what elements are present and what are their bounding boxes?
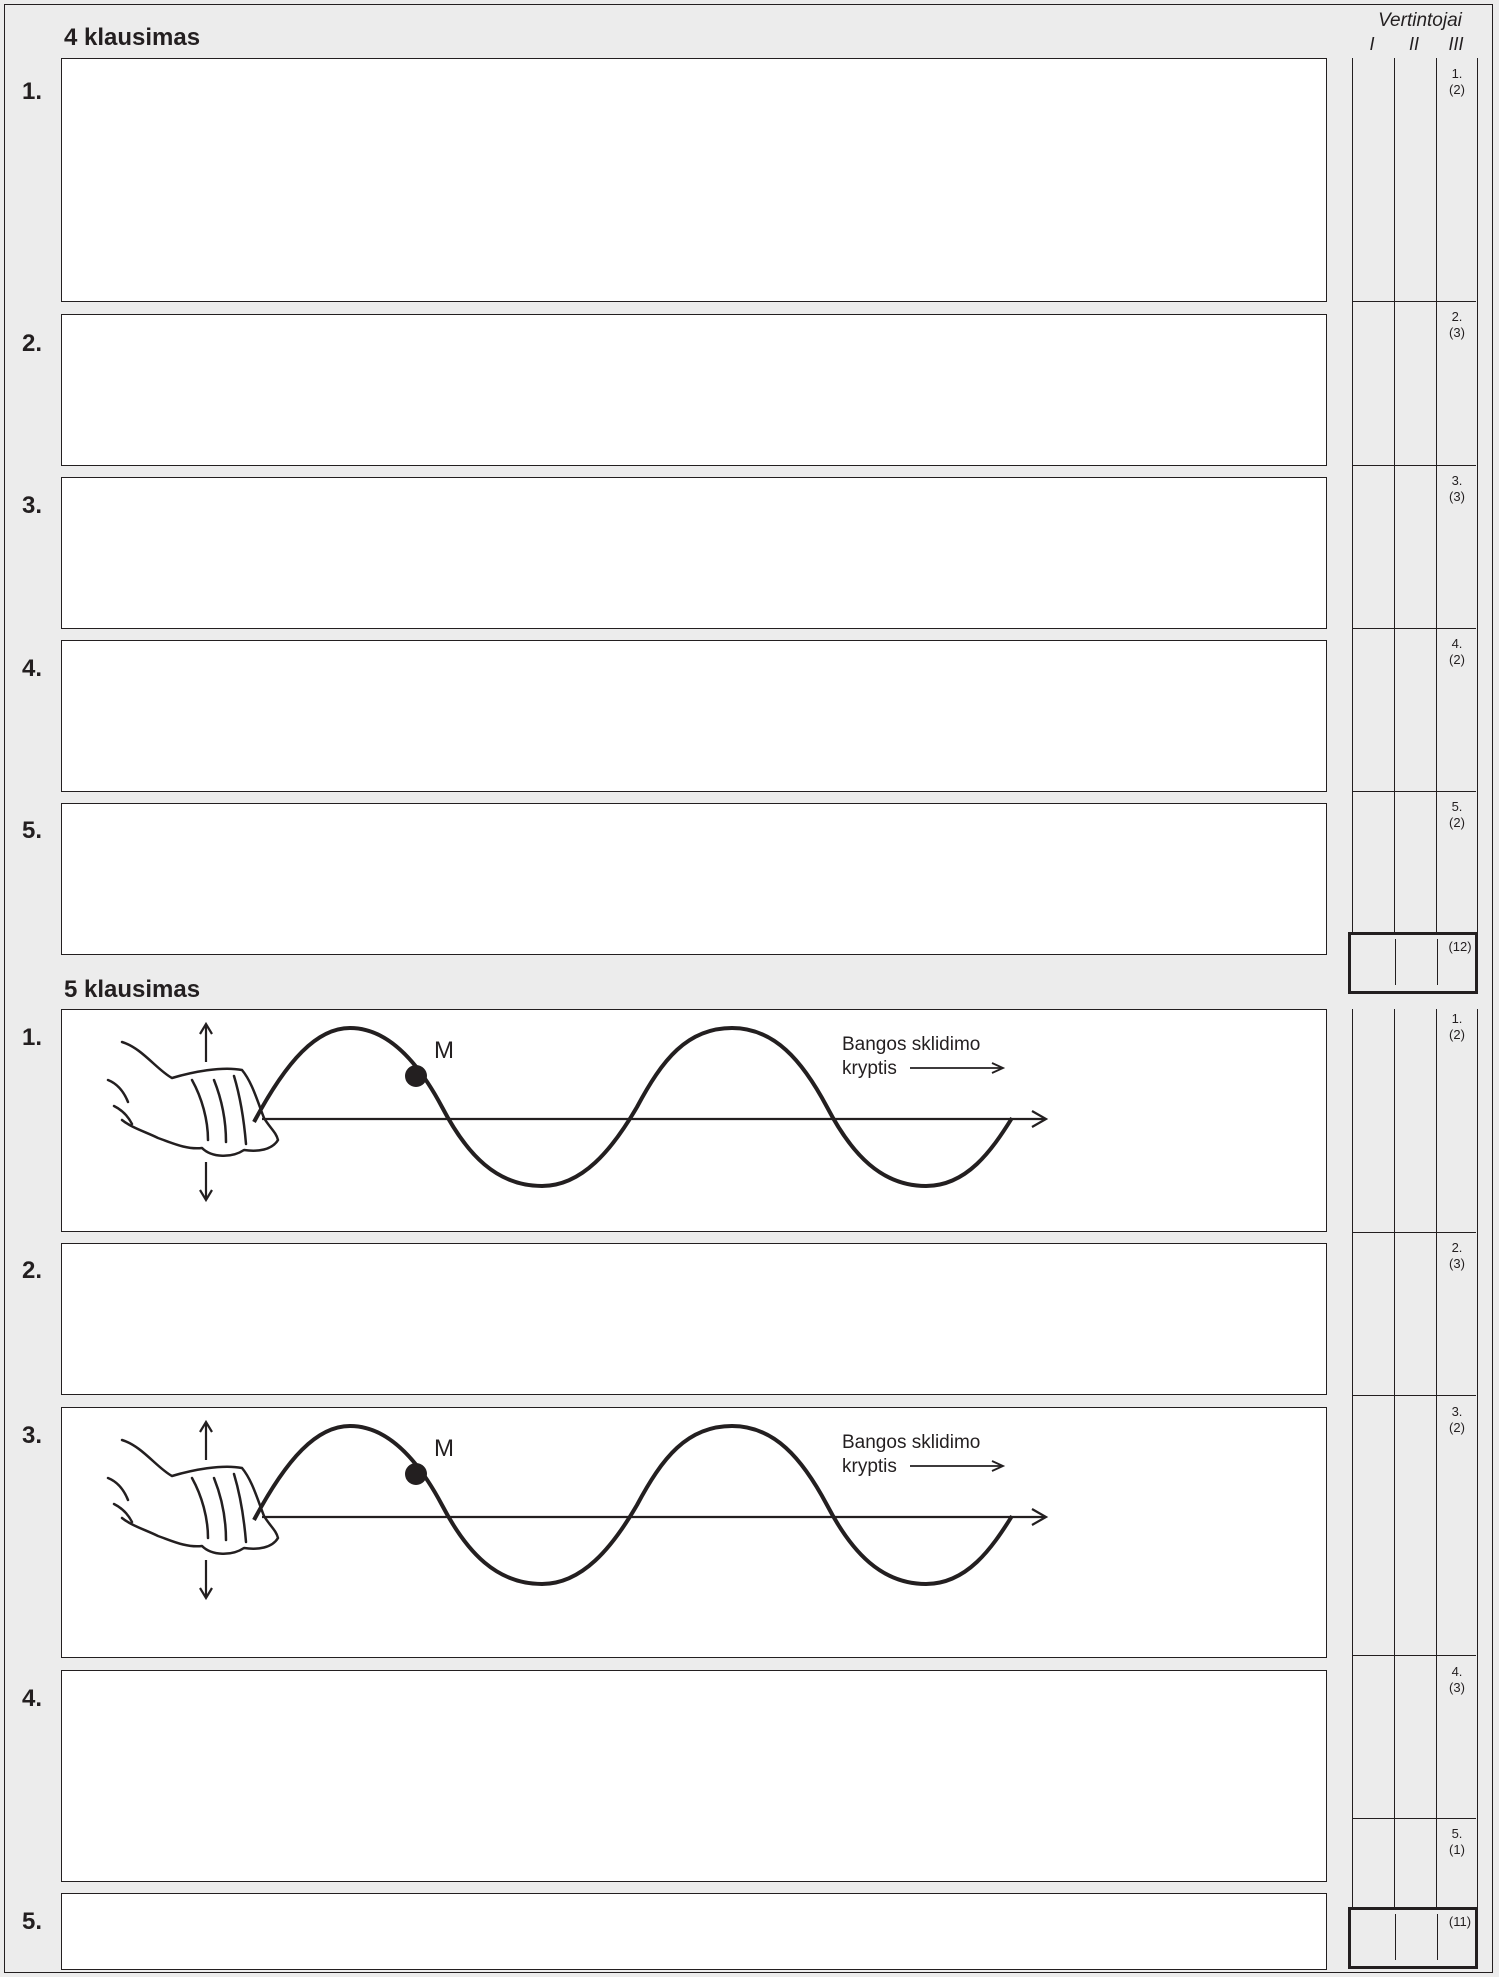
s4-score-3: 3. (3)	[1449, 473, 1465, 504]
s4-answer-box-3[interactable]	[61, 477, 1327, 629]
grader-col-3: III	[1448, 34, 1464, 54]
s5-question-4-number: 4.	[22, 1685, 43, 1712]
wave-figure-1: M Bangos sklidimo kryptis	[106, 1021, 1049, 1203]
s4-score-2: 2. (3)	[1449, 309, 1465, 340]
point-m-label: M	[434, 1435, 454, 1462]
s4-total-points: (12)	[1448, 939, 1472, 954]
direction-arrow-icon	[910, 1460, 1006, 1472]
s5-answer-box-3[interactable]: M Bangos sklidimo kryptis	[61, 1407, 1327, 1658]
s5-grader-columns	[1348, 1009, 1478, 1907]
s5-answer-box-2[interactable]	[61, 1243, 1327, 1395]
s4-answer-box-4[interactable]	[61, 640, 1327, 792]
page-frame	[4, 4, 1493, 1973]
s5-question-2-number: 2.	[22, 1257, 43, 1284]
wave-figure-2: M Bangos sklidimo kryptis	[106, 1419, 1049, 1601]
grader-col-1: I	[1369, 34, 1375, 54]
s4-score-4: 4. (2)	[1449, 636, 1465, 667]
propagation-axis	[262, 1508, 1049, 1526]
s5-answer-box-1[interactable]: M Bangos sklidimo kryptis	[61, 1009, 1327, 1232]
s5-score-4: 4. (3)	[1449, 1664, 1465, 1695]
s5-question-5-number: 5.	[22, 1908, 43, 1935]
s5-grader-sep-1	[1352, 1232, 1476, 1233]
s5-score-1: 1. (2)	[1449, 1011, 1465, 1042]
s4-answer-box-5[interactable]	[61, 803, 1327, 955]
direction-arrow-icon	[910, 1062, 1006, 1074]
s5-answer-box-5[interactable]	[61, 1893, 1327, 1970]
s4-grader-sep-4	[1352, 791, 1476, 792]
direction-label-line1: Bangos sklidimo	[842, 1034, 980, 1055]
s4-score-5: 5. (2)	[1449, 799, 1465, 830]
oscillation-arrows-icon	[199, 1419, 213, 1601]
s4-question-4-number: 4.	[22, 655, 43, 682]
s4-score-1: 1. (2)	[1449, 66, 1465, 97]
s4-question-5-number: 5.	[22, 817, 43, 844]
s4-grader-columns	[1348, 58, 1478, 932]
direction-label-line2: kryptis	[842, 1058, 897, 1079]
s4-grader-sep-3	[1352, 628, 1476, 629]
point-m	[405, 1463, 427, 1485]
propagation-axis	[262, 1110, 1049, 1128]
point-m-label: M	[434, 1037, 454, 1064]
direction-label-line2: kryptis	[842, 1456, 897, 1477]
s5-grader-sep-3	[1352, 1655, 1476, 1656]
s5-question-1-number: 1.	[22, 1024, 43, 1051]
hand-icon	[106, 1438, 280, 1555]
direction-label-line1: Bangos sklidimo	[842, 1432, 980, 1453]
s5-question-3-number: 3.	[22, 1422, 43, 1449]
grader-col-2: II	[1408, 34, 1419, 54]
s5-grader-sep-4	[1352, 1818, 1476, 1819]
s4-answer-box-1[interactable]	[61, 58, 1327, 302]
hand-icon	[106, 1040, 280, 1157]
s5-total-points: (11)	[1448, 1914, 1472, 1929]
s5-score-3: 3. (2)	[1449, 1404, 1465, 1435]
s4-answer-box-2[interactable]	[61, 314, 1327, 466]
s4-grader-sep-2	[1352, 465, 1476, 466]
s5-grader-sep-2	[1352, 1395, 1476, 1396]
s5-answer-box-4[interactable]	[61, 1670, 1327, 1882]
s4-question-2-number: 2.	[22, 330, 43, 357]
oscillation-arrows-icon	[199, 1021, 213, 1203]
wave-curve	[252, 1025, 1014, 1189]
s4-question-1-number: 1.	[22, 78, 43, 105]
s5-score-5: 5. (1)	[1449, 1826, 1465, 1857]
s4-question-3-number: 3.	[22, 492, 43, 519]
graders-title: Vertintojai	[1378, 10, 1462, 31]
section-4-title: 4 klausimas	[64, 24, 201, 51]
s4-grader-sep-1	[1352, 301, 1476, 302]
s5-total-box: (11)	[1348, 1907, 1478, 1969]
s4-total-box: (12)	[1348, 932, 1478, 994]
wave-curve	[252, 1423, 1014, 1587]
point-m	[405, 1065, 427, 1087]
section-5-title: 5 klausimas	[64, 976, 201, 1003]
s5-score-2: 2. (3)	[1449, 1240, 1465, 1271]
